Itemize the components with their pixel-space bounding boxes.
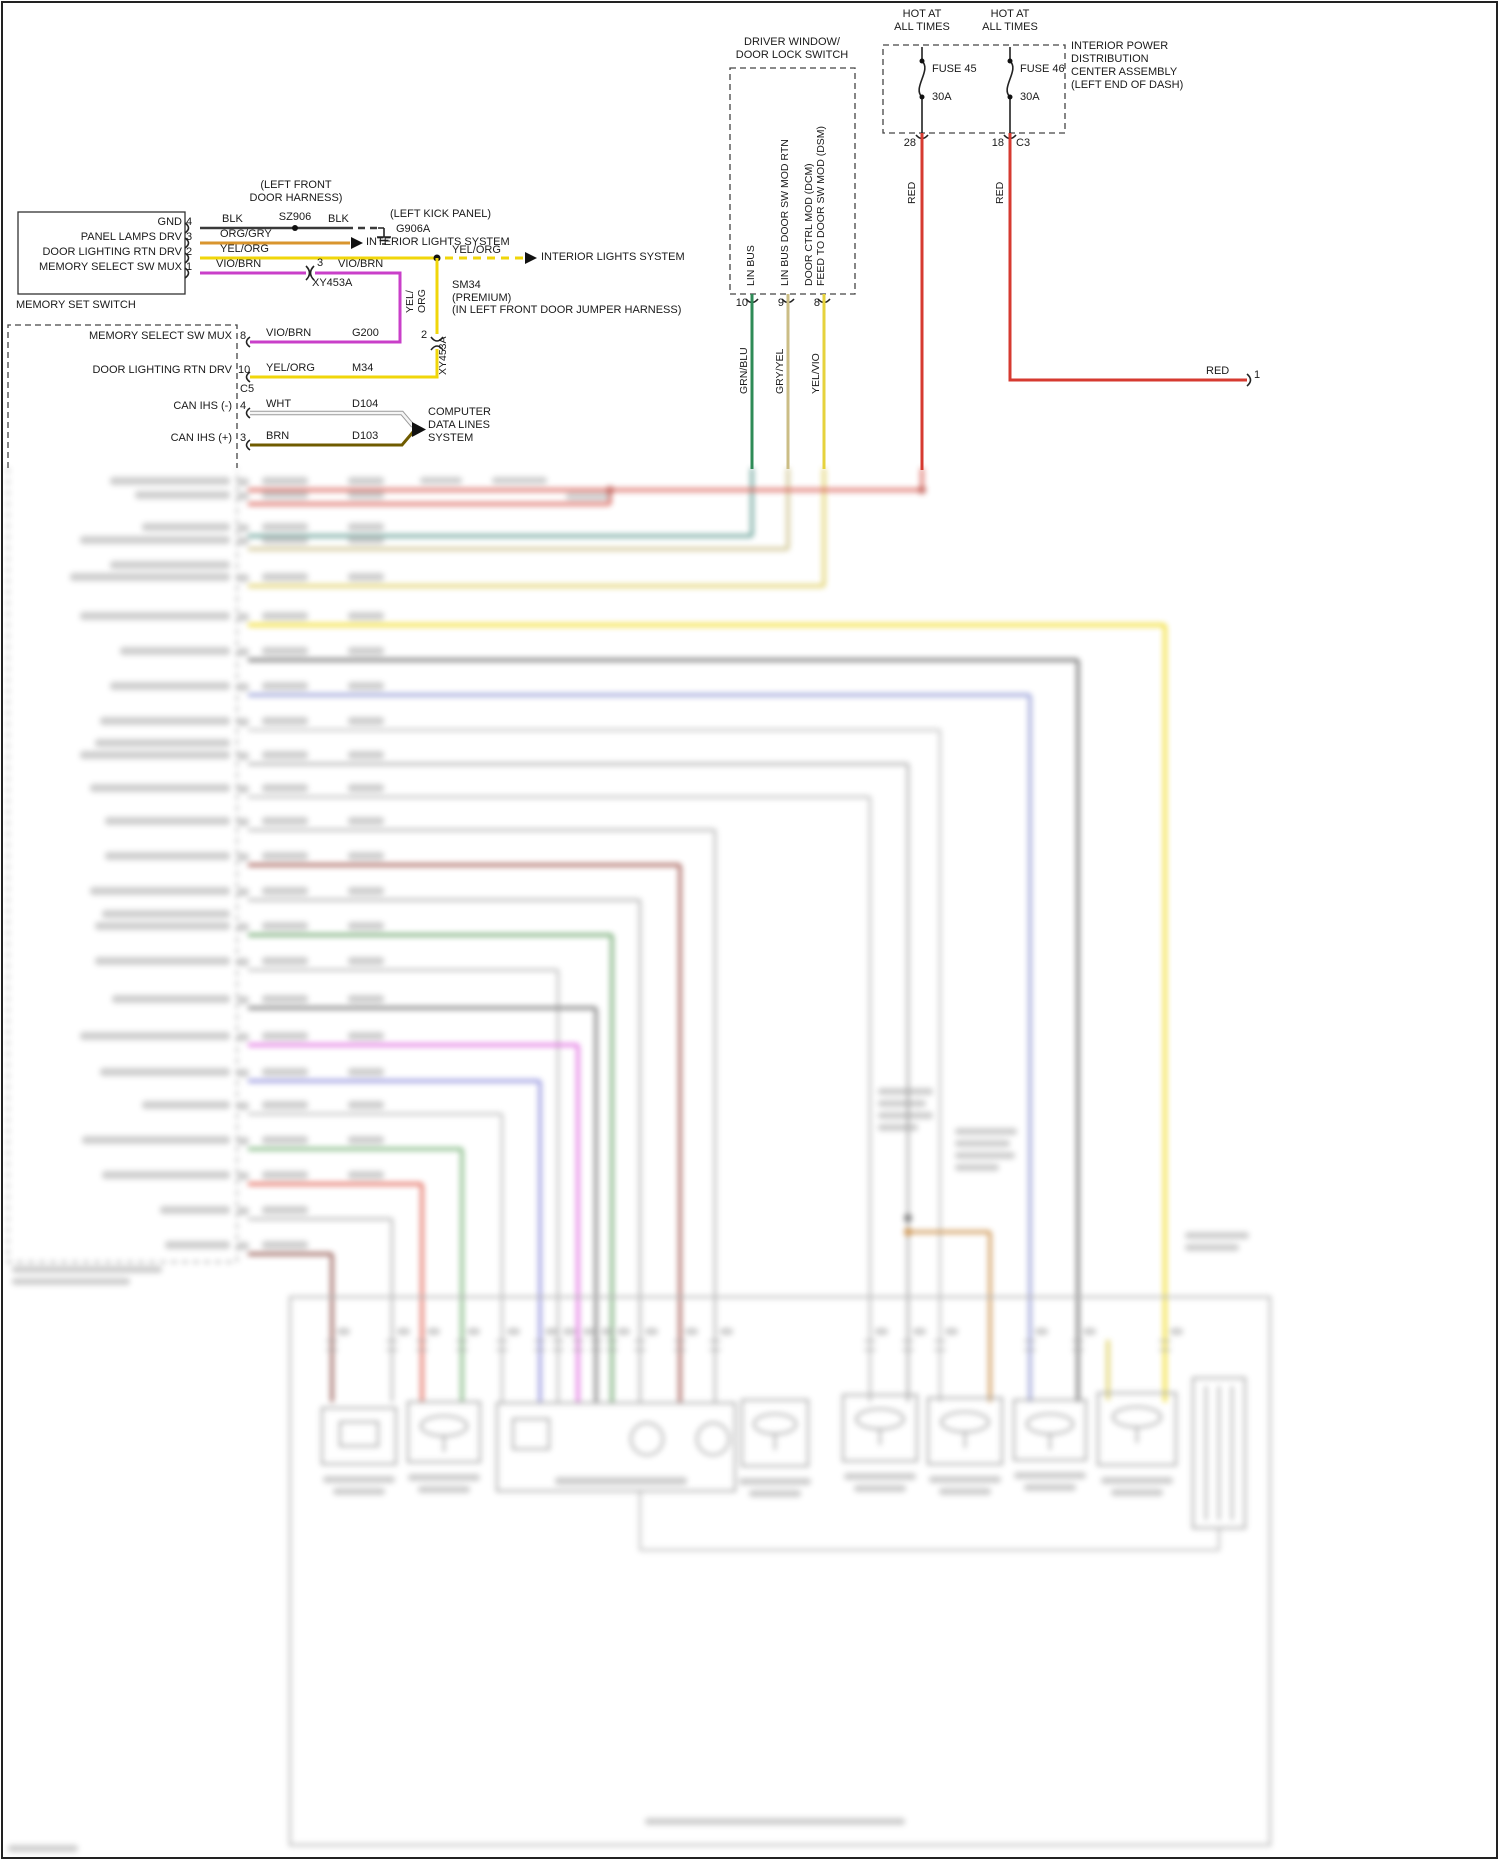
can-bus-wires <box>250 410 426 447</box>
pdc-connector-c3: C3 <box>1016 137 1031 149</box>
wire-grn-blu-label: GRN/BLU <box>738 347 750 394</box>
computer-data-lines-dest: COMPUTER DATA LINES SYSTEM <box>428 406 491 444</box>
signal-lin-bus: LIN BUS <box>745 245 757 286</box>
wire-yel-org-label-1: YEL/ORG <box>220 243 269 255</box>
fuse-46-label: FUSE 46 <box>1020 63 1065 75</box>
connector-xy453a-label-2: XY453A <box>437 336 449 375</box>
splice-sz906-label: SZ906 <box>278 211 312 223</box>
memory-set-switch-box <box>17 211 190 295</box>
ddm-connector-c5: C5 <box>240 383 255 395</box>
code-d104: D104 <box>352 398 379 410</box>
ground-wire-blk <box>200 225 391 245</box>
hot-at-all-times-label-1: HOT AT ALL TIMES <box>894 8 950 33</box>
ddm-wire-wht: WHT <box>266 398 292 410</box>
wire-org-gry-label: ORG/GRY <box>220 228 272 240</box>
off-page-arrow-3 <box>412 422 426 437</box>
wire-gry-yel-label: GRY/YEL <box>774 348 786 394</box>
can-ihs-minus-label: CAN IHS (-) <box>173 400 232 412</box>
signal-lin-bus-rtn: LIN BUS DOOR SW MOD RTN <box>779 139 791 286</box>
pdc-pin-18: 18 <box>991 137 1004 149</box>
splice-sm34-note: SM34 (PREMIUM) (IN LEFT FRONT DOOR JUMPE… <box>452 279 682 316</box>
off-page-arrow-2 <box>525 252 537 264</box>
interior-lights-dest-1: INTERIOR LIGHTS SYSTEM <box>366 236 510 248</box>
connector-xy453a-label-1: XY453A <box>312 277 353 289</box>
fuse-45-label: FUSE 45 <box>932 63 977 75</box>
memory-set-switch-title: MEMORY SET SWITCH <box>16 299 136 311</box>
feed-pin-bracket <box>1246 373 1252 387</box>
interior-lights-dest-2: INTERIOR LIGHTS SYSTEM <box>541 251 685 263</box>
connector-pin-2: 2 <box>421 329 428 341</box>
door-lighting-label: DOOR LIGHTING RTN DRV <box>42 246 182 258</box>
driver-window-switch-title: DRIVER WINDOW/ DOOR LOCK SWITCH <box>735 36 849 61</box>
fuse-46-rating: 30A <box>1020 91 1040 103</box>
red-wire-label-2: RED <box>994 181 1006 204</box>
memory-select-label: MEMORY SELECT SW MUX <box>38 261 182 273</box>
off-page-arrow-1 <box>351 237 363 249</box>
gnd-label: GND <box>157 216 182 228</box>
signal-dcm-feed: DOOR CTRL MOD (DCM) FEED TO DOOR SW MOD … <box>803 125 827 286</box>
wire-vio-brn-label-2: VIO/BRN <box>338 258 384 270</box>
hot-at-all-times-label-2: HOT AT ALL TIMES <box>982 8 1038 33</box>
wire-blk-label-2: BLK <box>328 213 349 225</box>
driver-door-module-box <box>7 324 251 468</box>
switch-pin-9: 9 <box>777 297 784 309</box>
ddm-door-lighting-label: DOOR LIGHTING RTN DRV <box>92 364 232 376</box>
panel-lamps-wire-org-gry <box>200 237 363 249</box>
mss-pin-2: 2 <box>186 246 193 258</box>
panel-lamps-label: PANEL LAMPS DRV <box>80 231 182 243</box>
ground-g906a-symbol <box>377 227 391 245</box>
mss-pin-4: 4 <box>186 216 193 228</box>
can-ihs-plus-label: CAN IHS (+) <box>170 432 232 444</box>
fuse-45-symbol <box>918 60 926 98</box>
mss-pin-3: 3 <box>186 231 193 243</box>
wire-vio-brn-label-1: VIO/BRN <box>216 258 262 270</box>
power-distribution-assembly-label: INTERIOR POWER DISTRIBUTION CENTER ASSEM… <box>1071 40 1184 91</box>
ddm-pin-4: 4 <box>240 400 247 412</box>
code-d103: D103 <box>352 430 379 442</box>
ddm-wire-yel-org: YEL/ORG <box>266 362 315 374</box>
ddm-pin-10: 10 <box>238 364 251 376</box>
code-m34: M34 <box>352 362 374 374</box>
ddm-pin-8: 8 <box>240 330 247 342</box>
door-harness-note: (LEFT FRONT DOOR HARNESS) <box>249 179 343 204</box>
ground-g906a-label: G906A <box>396 223 431 235</box>
fuse-46-symbol <box>1006 60 1014 98</box>
kick-panel-note: (LEFT KICK PANEL) <box>390 208 492 220</box>
ddm-wire-vio-brn: VIO/BRN <box>266 327 312 339</box>
fuse-45-rating: 30A <box>932 91 952 103</box>
red-wire-label-1: RED <box>906 181 918 204</box>
wire-yel-vio-label: YEL/VIO <box>810 353 822 394</box>
splice-sz906-dot <box>292 225 298 231</box>
feed-pin-1: 1 <box>1254 369 1261 381</box>
mss-pin-1: 1 <box>186 261 193 273</box>
battery-feed-wires-red <box>920 133 1252 470</box>
inline-connector-xy453a-2 <box>430 336 444 351</box>
switch-pin-10: 10 <box>735 297 748 309</box>
switch-pin-8: 8 <box>813 297 820 309</box>
ddm-pin-3: 3 <box>240 432 247 444</box>
door-lighting-wire-yel-org <box>200 252 537 379</box>
red-feed-wire-label: RED <box>1206 365 1230 377</box>
wire-yel-org-label-2: YEL/ORG <box>452 244 501 256</box>
power-distribution-center-box <box>882 44 1066 140</box>
ddm-memory-select-label: MEMORY SELECT SW MUX <box>88 330 232 342</box>
code-g200: G200 <box>352 327 379 339</box>
inline-connector-xy453a-1 <box>305 265 315 281</box>
vertical-yel-org-label: YEL/ ORG <box>404 289 428 313</box>
wire-blk-label-1: BLK <box>222 213 243 225</box>
ddm-wire-brn: BRN <box>266 430 290 442</box>
memory-select-wire-vio-brn <box>200 265 402 344</box>
switch-drop-wires <box>750 294 826 469</box>
pdc-pin-28: 28 <box>903 137 916 149</box>
connector-pin-3: 3 <box>317 257 324 269</box>
